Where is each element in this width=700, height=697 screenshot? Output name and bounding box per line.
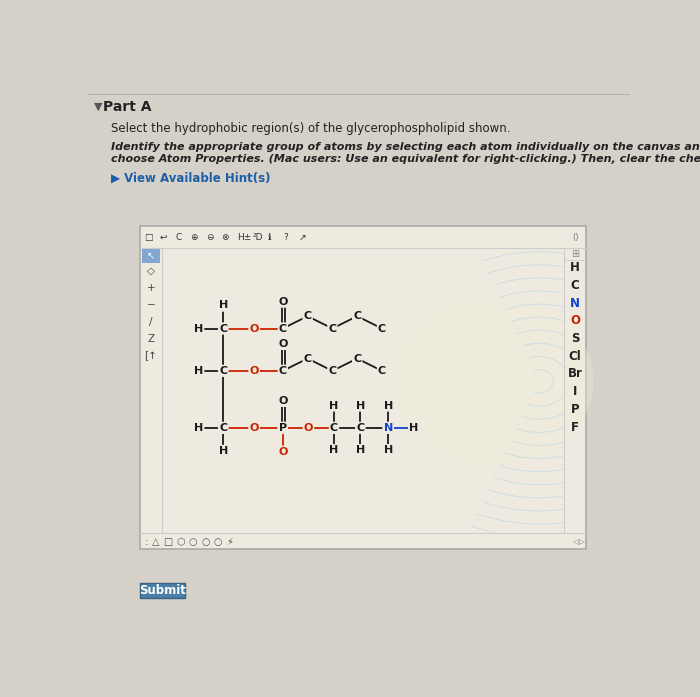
Text: H: H — [409, 423, 419, 433]
Text: Select the hydrophobic region(s) of the glycerophospholipid shown.: Select the hydrophobic region(s) of the … — [111, 122, 510, 135]
Text: H: H — [384, 445, 393, 455]
Text: C: C — [175, 233, 181, 242]
Text: S: S — [570, 332, 579, 345]
Text: Z: Z — [148, 333, 155, 344]
Text: C: C — [328, 366, 337, 376]
Text: H: H — [570, 261, 580, 274]
Text: O: O — [249, 366, 259, 376]
Text: H: H — [218, 300, 228, 310]
Text: C: C — [304, 311, 312, 321]
Text: C: C — [353, 353, 361, 364]
Text: C: C — [279, 323, 287, 333]
Text: C: C — [378, 323, 386, 333]
Text: Part A: Part A — [103, 100, 151, 114]
Text: ◇: ◇ — [147, 266, 155, 276]
Text: ○: ○ — [214, 537, 222, 546]
Text: O: O — [249, 323, 259, 333]
Bar — [140, 583, 185, 598]
Text: C: C — [279, 366, 287, 376]
Text: ⊞: ⊞ — [571, 249, 579, 259]
Text: H: H — [194, 323, 203, 333]
Ellipse shape — [392, 297, 594, 466]
Text: ◁▷: ◁▷ — [572, 537, 585, 546]
Text: C: C — [378, 366, 386, 376]
Text: +: + — [147, 283, 155, 293]
Text: C: C — [330, 423, 338, 433]
Text: C: C — [304, 353, 312, 364]
Text: ⊗: ⊗ — [222, 233, 229, 242]
Text: Submit: Submit — [139, 584, 186, 597]
Text: H: H — [329, 401, 339, 411]
Text: ↖: ↖ — [147, 251, 155, 261]
Text: ▼: ▼ — [94, 102, 102, 112]
Text: C: C — [219, 366, 228, 376]
Text: O: O — [570, 314, 580, 328]
Text: ⊖: ⊖ — [206, 233, 214, 242]
Text: H: H — [356, 401, 365, 411]
Text: H: H — [356, 445, 365, 455]
Text: F: F — [571, 420, 579, 434]
Bar — [141, 250, 160, 263]
Text: ⊕: ⊕ — [190, 233, 198, 242]
Text: O: O — [279, 396, 288, 406]
Text: O: O — [278, 447, 288, 457]
Text: ○: ○ — [189, 537, 197, 546]
Text: N: N — [570, 297, 580, 309]
Text: H: H — [218, 446, 228, 456]
Text: ℹ: ℹ — [268, 233, 272, 242]
Text: :: : — [145, 537, 148, 546]
Text: ⚡: ⚡ — [227, 537, 234, 546]
Text: H: H — [194, 423, 203, 433]
Text: Identify the appropriate group of atoms by selecting each atom individually on t: Identify the appropriate group of atoms … — [111, 141, 700, 152]
Text: −: − — [147, 300, 155, 309]
Text: □: □ — [164, 537, 173, 546]
Text: H: H — [329, 445, 339, 455]
Text: H±: H± — [237, 233, 251, 242]
Text: C: C — [219, 323, 228, 333]
Text: /: / — [149, 316, 153, 327]
Text: C: C — [570, 279, 580, 292]
Text: O: O — [279, 296, 288, 307]
Text: △: △ — [152, 537, 160, 546]
Text: C: C — [219, 423, 228, 433]
Text: ↩: ↩ — [160, 233, 167, 242]
Text: H: H — [384, 401, 393, 411]
Text: Br: Br — [568, 367, 582, 381]
Text: H: H — [194, 366, 203, 376]
Text: Cl: Cl — [568, 350, 581, 362]
Text: choose Atom Properties. (Mac users: Use an equivalent for right-clicking.) Then,: choose Atom Properties. (Mac users: Use … — [111, 154, 700, 164]
Text: P: P — [570, 403, 580, 416]
Text: ↗: ↗ — [299, 233, 307, 242]
Text: C: C — [328, 323, 337, 333]
Text: O: O — [279, 339, 288, 349]
Bar — [140, 226, 586, 549]
Text: ○: ○ — [201, 537, 209, 546]
Text: I: I — [573, 385, 577, 398]
Text: ?: ? — [284, 233, 288, 242]
Text: P: P — [279, 423, 287, 433]
Text: □: □ — [144, 233, 153, 242]
Text: O: O — [249, 423, 259, 433]
Text: ⬡: ⬡ — [176, 537, 185, 546]
Text: (): () — [572, 233, 578, 242]
Text: N: N — [384, 423, 393, 433]
Text: ²D: ²D — [253, 233, 263, 242]
Text: O: O — [304, 423, 313, 433]
Text: C: C — [356, 423, 365, 433]
Text: [↑: [↑ — [145, 351, 158, 360]
Text: ▶ View Available Hint(s): ▶ View Available Hint(s) — [111, 171, 270, 184]
Text: C: C — [353, 311, 361, 321]
